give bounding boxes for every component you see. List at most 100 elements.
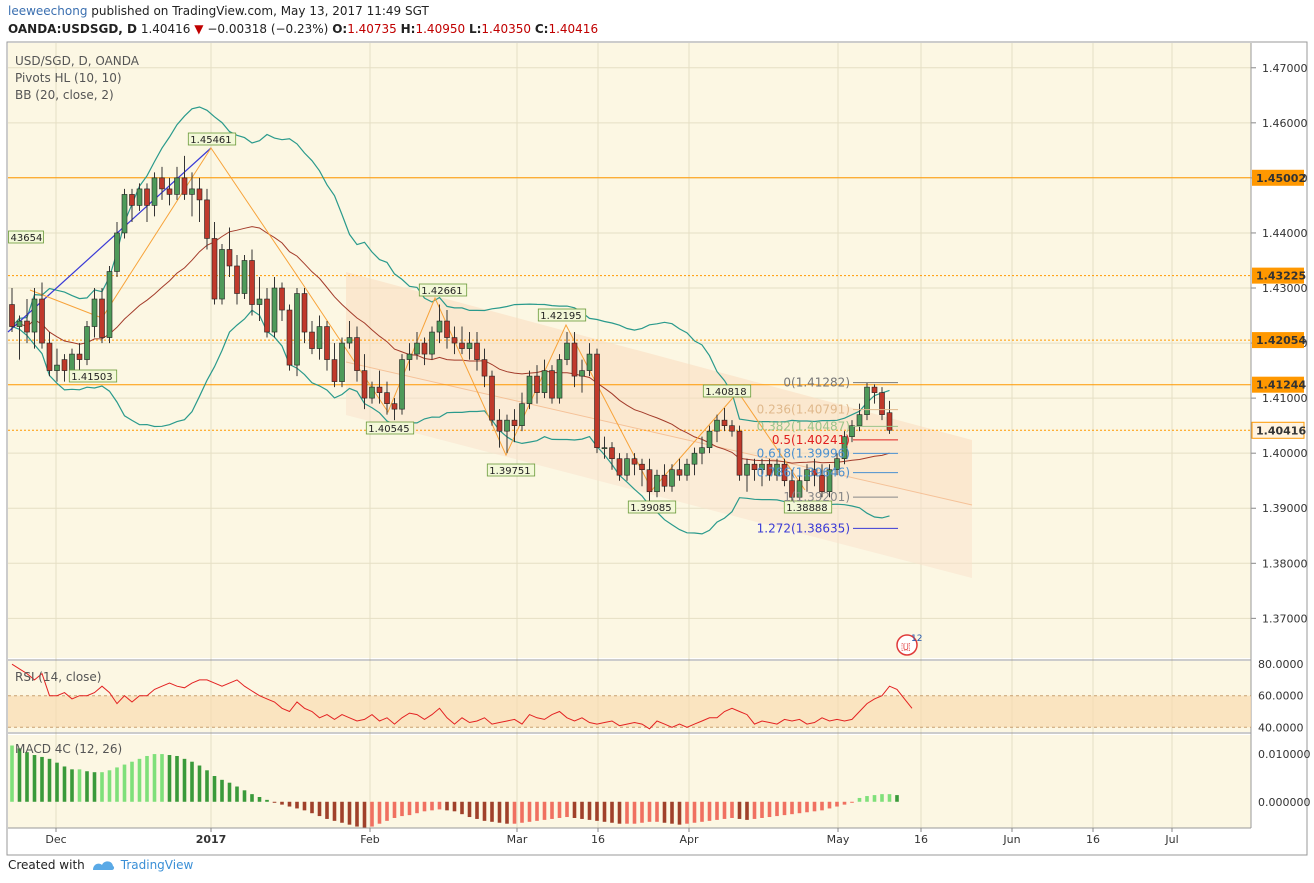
time-axis[interactable]: Dec 2017 Feb Mar 16 Apr May 16 Jun 16 Jul [8,827,1251,846]
rsi-band [8,695,1251,728]
candle-body [61,359,68,371]
candle-body [324,326,330,360]
event-flag-icon[interactable]: 🇺 12 [896,634,922,656]
macd-bar [692,801,697,823]
macd-bar [722,801,727,819]
bb-upper [11,106,890,423]
macd-bar [77,769,82,802]
candle-body [511,419,518,426]
candle-body [474,342,480,360]
footer-brand[interactable]: TradingView [120,858,194,872]
x-tick-label: 16 [914,833,928,846]
pivot-badge [627,500,677,514]
x-tick-label: Dec [45,833,66,846]
bb-lower [11,309,890,535]
macd-bar [25,752,29,802]
macd-bar [347,801,352,825]
candle-body [444,320,450,338]
candle-body [99,298,105,338]
macd-bar [775,801,779,817]
price-axis[interactable]: 1.470001.460001.450001.440001.430001.420… [1250,43,1311,828]
candle-body [354,337,360,371]
candle-body [271,287,278,333]
candle-body [106,271,113,338]
macd-bar [850,801,854,803]
candle-body [84,326,90,360]
candle [271,276,278,338]
candle [294,288,300,377]
macd-bar [302,801,307,811]
candle [91,288,98,338]
candle-body [279,287,285,311]
candle [226,227,233,277]
candle-body [661,474,668,487]
macd-bar [782,801,787,816]
macd-bar [355,801,359,827]
macd-bar [70,769,74,802]
candle [699,436,705,465]
level-badge [1252,332,1304,349]
candle [466,332,473,360]
candle [99,288,105,344]
candle-body [706,430,713,448]
macd-bar [437,801,442,810]
candle-body [196,188,203,201]
macd-bar [467,801,472,818]
candle-body [481,359,488,377]
candle-body [504,419,510,432]
candle [144,183,150,222]
candle-body [181,177,188,195]
pivot-label: 1.39085 [630,503,671,514]
macd-bar [325,801,329,819]
macd-bar [47,758,52,802]
pivot-label: 1.38888 [786,503,827,514]
x-tick-label: 16 [591,833,605,846]
close-label: C: [534,22,549,36]
candle-body [631,458,638,465]
candle-body [16,320,23,327]
x-tick-label: Feb [360,833,379,846]
macd-bar [175,755,179,802]
candle-body [856,414,863,426]
candle [234,254,240,305]
macd-bar [430,801,434,811]
macd-bar [872,795,877,802]
candle [61,354,68,382]
last-price: 1.40416 [140,22,191,36]
y-tick-label: 1.43000 [1262,282,1308,295]
candle-body [159,177,165,190]
macd-bar [407,801,412,816]
candle [519,392,525,432]
macd-tick-label: 0.010000 [1258,748,1311,761]
candle [556,354,563,404]
macd-bar [145,755,149,802]
macd-bar [32,755,37,802]
rsi-indicator [8,659,1251,730]
macd-bar [550,801,554,819]
candle [684,458,690,481]
candle-body [556,359,563,399]
macd-indicator [8,732,1251,828]
author-link[interactable]: leeweechong [8,4,88,18]
candle-body [54,364,60,371]
channel-upper-zone [346,272,972,505]
tradingview-logo-icon[interactable] [91,858,115,872]
candle-body [151,177,158,206]
macd-pane[interactable] [8,735,1251,828]
candle-body [639,463,645,471]
macd-bar [92,772,97,802]
y-tick-label: 1.46000 [1262,117,1308,130]
candle-body [879,392,885,415]
candle [361,354,368,410]
pivot-badge [68,369,118,383]
macd-bar [400,801,404,817]
macd-bar [835,801,839,807]
candle [766,458,773,481]
down-arrow-icon: ▼ [194,22,204,36]
candle-body [391,403,398,410]
candle-body [414,342,420,355]
macd-bar [370,801,374,827]
macd-bar [715,801,719,820]
macd-bar [700,801,704,822]
